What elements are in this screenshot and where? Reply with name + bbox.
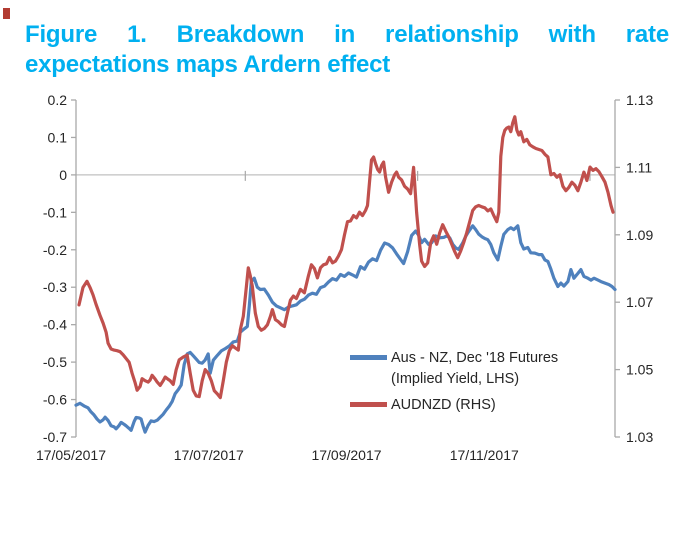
left-axis-tick-label: 0.1 [48, 129, 68, 145]
figure-title: Figure 1. Breakdown in relationship with… [25, 20, 669, 80]
right-axis-tick-label: 1.07 [626, 294, 653, 310]
left-axis-tick-label: 0 [59, 167, 67, 183]
legend-label-futures-line2: (Implied Yield, LHS) [391, 370, 520, 387]
legend-swatch-blue-line [350, 355, 387, 360]
right-axis-tick-label: 1.11 [626, 159, 652, 175]
legend-entry-futures-cont: (Implied Yield, LHS) [350, 368, 558, 389]
left-axis-tick-label: -0.1 [43, 204, 67, 220]
left-axis-tick-label: -0.4 [43, 317, 67, 333]
legend-label-futures: Aus - NZ, Dec '18 Futures [391, 349, 559, 366]
legend-entry-futures: Aus - NZ, Dec '18 Futures [350, 347, 558, 368]
left-axis-tick-label: -0.6 [43, 392, 67, 408]
series-line-futures-spread [74, 224, 617, 434]
left-axis-tick-label: -0.7 [43, 429, 67, 445]
x-axis-tick-label: 17/07/2017 [174, 447, 244, 463]
x-axis-tick-label: 17/11/2017 [450, 447, 519, 463]
legend-entry-audnzd: AUDNZD (RHS) [350, 394, 558, 415]
series-line-audnzd [77, 115, 615, 400]
legend-swatch-red-line [350, 402, 387, 407]
left-axis-tick-label: -0.3 [43, 279, 67, 295]
right-axis-tick-label: 1.05 [626, 362, 653, 378]
right-axis-tick-label: 1.03 [626, 429, 653, 445]
right-axis-tick-label: 1.09 [626, 227, 653, 243]
figure-title-line1: Figure 1. Breakdown in relationship with… [25, 21, 669, 48]
x-axis-tick-label: 17/09/2017 [311, 447, 381, 463]
left-axis-tick-label: -0.5 [43, 354, 67, 370]
x-axis-tick-label: 17/05/2017 [36, 447, 106, 463]
right-axis-tick-label: 1.13 [626, 92, 653, 108]
left-axis-tick-label: 0.2 [48, 92, 68, 108]
legend-label-audnzd: AUDNZD (RHS) [391, 396, 496, 413]
left-axis-tick-label: -0.2 [43, 242, 67, 258]
logo-mark [3, 8, 10, 19]
figure-title-line2: expectations maps Ardern effect [25, 51, 391, 78]
chart-legend: Aus - NZ, Dec '18 Futures (Implied Yield… [350, 347, 558, 415]
